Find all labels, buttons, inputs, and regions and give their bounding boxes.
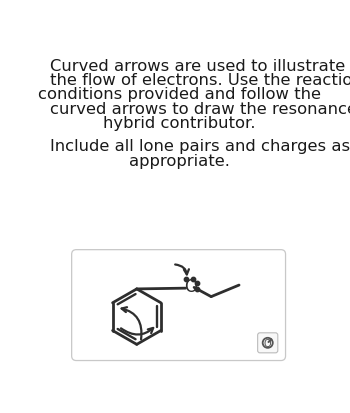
Text: Q: Q [264,338,272,348]
Text: curved arrows to draw the resonance: curved arrows to draw the resonance [50,102,350,116]
FancyBboxPatch shape [258,333,278,353]
Text: hybrid contributor.: hybrid contributor. [103,116,256,131]
Text: Include all lone pairs and charges as: Include all lone pairs and charges as [50,139,350,154]
Text: appropriate.: appropriate. [129,153,230,168]
Text: the flow of electrons. Use the reaction: the flow of electrons. Use the reaction [50,73,350,88]
Text: Curved arrows are used to illustrate: Curved arrows are used to illustrate [50,59,345,74]
Text: O: O [184,277,197,295]
FancyArrowPatch shape [121,328,153,335]
FancyArrowPatch shape [175,265,189,275]
Point [190,276,195,282]
Point [194,286,200,292]
Text: conditions provided and follow the: conditions provided and follow the [38,87,321,102]
Point [183,276,189,282]
FancyBboxPatch shape [72,250,286,361]
Point [194,280,200,286]
FancyArrowPatch shape [121,307,141,339]
